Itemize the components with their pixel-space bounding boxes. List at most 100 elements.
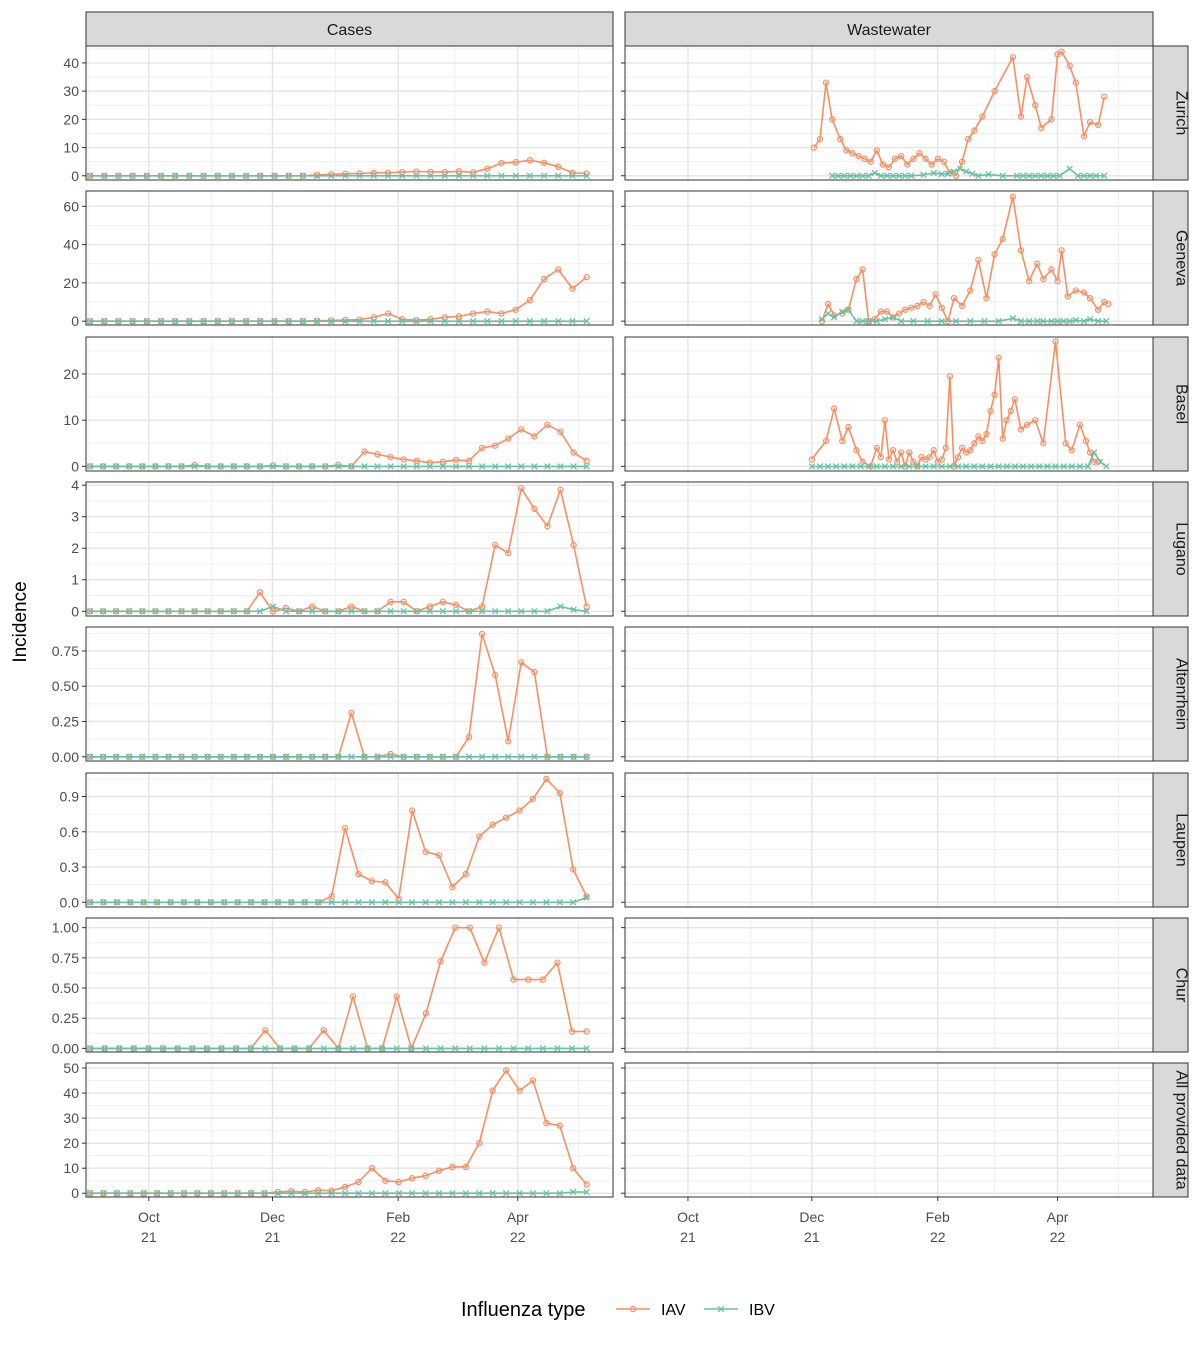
iav-point (897, 152, 905, 160)
ibv-point (570, 606, 577, 613)
x-tick-label: 21 (141, 1229, 157, 1245)
panel-wastewater (621, 917, 1154, 1053)
ibv-point (327, 317, 335, 325)
ibv-point (234, 899, 241, 906)
ibv-point (191, 463, 198, 470)
ibv-point (308, 463, 316, 470)
iav-point (478, 603, 486, 610)
iav-point (583, 893, 590, 900)
ibv-point (950, 168, 958, 175)
iav-point (498, 159, 505, 167)
ibv-point (828, 172, 836, 180)
iav-point (877, 453, 885, 461)
iav-point (999, 235, 1006, 243)
ibv-point (476, 1189, 483, 1197)
iav-point (356, 316, 363, 323)
ibv-point (335, 463, 342, 470)
ibv-point (544, 753, 551, 761)
ibv-point (361, 753, 368, 761)
legend-key-marker (717, 1305, 725, 1313)
ibv-point (1076, 463, 1084, 470)
ibv-point (86, 172, 94, 180)
panel-background (625, 46, 1153, 180)
y-tick-label: 0 (71, 168, 79, 184)
ibv-point (437, 1045, 444, 1052)
row-strip-label: All provided data (1172, 1070, 1189, 1189)
ibv-point (422, 1045, 430, 1052)
ibv-point (1009, 315, 1017, 322)
row-strip-label: Zurich (1172, 91, 1189, 135)
ibv-point (439, 753, 447, 761)
ibv-point (313, 172, 321, 180)
ibv-point (282, 608, 290, 615)
iav-point (1054, 277, 1061, 285)
ibv-point (914, 463, 921, 470)
ibv-point (378, 1045, 386, 1052)
ibv-point (271, 317, 278, 325)
iav-point (518, 485, 525, 492)
iav-point (540, 159, 548, 166)
facet-row-chur: 0.00 0.25 0.50 0.75 1.00 Chur (52, 917, 1189, 1056)
iav-point (382, 879, 389, 886)
iav-point (435, 852, 443, 859)
ibv-point (897, 317, 905, 325)
ibv-point (356, 317, 363, 325)
ibv-point (1086, 172, 1094, 180)
iav-point (570, 1164, 577, 1172)
iav-point (491, 442, 499, 449)
iav-point (958, 444, 966, 452)
ibv-point (531, 753, 538, 761)
panel-background (86, 482, 613, 616)
ibv-point (301, 899, 309, 906)
panel-border (85, 772, 614, 908)
ibv-point (455, 317, 463, 325)
panel-background (86, 337, 613, 471)
iav-point (516, 807, 523, 814)
ibv-point (816, 463, 824, 470)
ibv-point (1066, 317, 1073, 325)
iav-point (437, 958, 444, 965)
iav-point (954, 453, 962, 461)
ibv-point (845, 306, 852, 313)
iav-point (518, 426, 525, 433)
iav-point (830, 405, 838, 412)
ibv-point (1103, 463, 1110, 470)
panel-wastewater (621, 481, 1154, 617)
iav-point (476, 1139, 483, 1147)
iav-point (853, 447, 860, 454)
iav-point (1058, 247, 1065, 254)
ibv-point (113, 899, 121, 906)
ibv-point (261, 1189, 268, 1197)
iav-point (505, 435, 512, 442)
ibv-point (191, 753, 198, 761)
ibv-point (952, 317, 960, 325)
panel-border (85, 190, 614, 326)
ibv-point (214, 172, 222, 180)
ibv-point (452, 753, 460, 761)
iav-point (374, 451, 381, 458)
ibv-point (504, 463, 512, 470)
ibv-point (165, 608, 172, 615)
iav-point (1048, 116, 1055, 123)
iav-point (979, 437, 986, 445)
ibv-point (370, 172, 378, 180)
legend-item-ibv: IBV (704, 1302, 775, 1319)
iav-point (843, 147, 850, 154)
ibv-point (167, 899, 174, 906)
iav-point (413, 317, 420, 324)
facet-row-all-provided-data: 0 10 20 30 40 50 All provided data (63, 1060, 1189, 1201)
y-tick-label: 0.00 (52, 1040, 79, 1056)
ibv-point (824, 463, 832, 470)
ibv-point (217, 753, 224, 761)
iav-point (256, 589, 264, 596)
ibv-point (518, 753, 525, 761)
facet-row-laupen: 0.0 0.3 0.6 0.9 Laupen (60, 772, 1189, 910)
iav-point (583, 457, 590, 465)
iav-point (967, 447, 974, 454)
ibv-point (969, 170, 976, 178)
ibv-point (232, 1045, 240, 1052)
ibv-point (881, 315, 889, 323)
ibv-point (906, 463, 913, 470)
ibv-point (808, 463, 816, 470)
iav-point (341, 825, 349, 832)
